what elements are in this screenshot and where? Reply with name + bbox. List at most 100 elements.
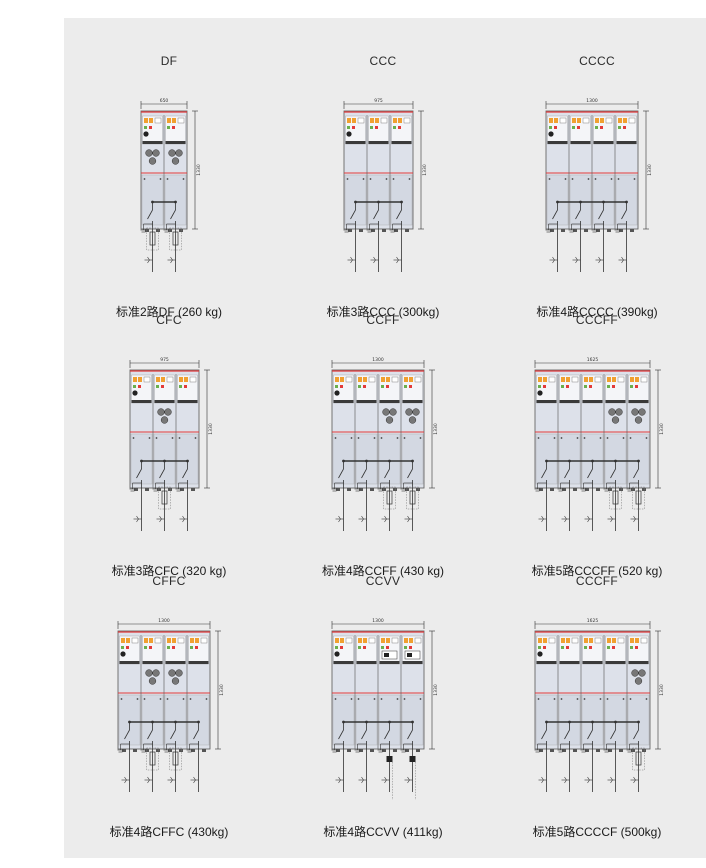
feeder-circuit — [534, 720, 548, 792]
door-screw-icon — [396, 437, 399, 439]
switch-blade-icon — [541, 468, 547, 479]
cabinet-front-view: 1300 1330 — [331, 618, 439, 752]
indicator-lamp-icon — [635, 638, 639, 643]
cabinet-module — [535, 635, 558, 752]
height-dimension: 1330 — [655, 369, 665, 489]
status-led-icon — [584, 385, 587, 388]
cabinet-foot-icon — [382, 749, 386, 752]
door-screw-icon — [548, 178, 551, 180]
unit-drawing: 1625 1330 — [534, 357, 665, 531]
control-strip — [547, 141, 568, 144]
meter-icon — [594, 637, 602, 644]
door-screw-icon — [610, 178, 613, 180]
door-screw-icon — [120, 698, 123, 700]
cable-termination-icon — [549, 256, 558, 264]
door-screw-icon — [205, 698, 208, 700]
indicator-lamp-icon — [538, 638, 542, 643]
door-screw-icon — [583, 437, 586, 439]
control-strip — [559, 400, 580, 403]
status-led-icon — [167, 126, 170, 129]
indicator-lamp-icon — [572, 118, 576, 123]
door-screw-icon — [583, 698, 586, 700]
status-led-icon — [133, 385, 136, 388]
door-screw-icon — [553, 698, 556, 700]
cabinet-foot-icon — [573, 488, 577, 491]
control-strip — [570, 141, 591, 144]
indicator-lamp-icon — [612, 377, 616, 382]
width-dimension-label: 1300 — [158, 618, 170, 624]
status-led-icon — [612, 385, 615, 388]
width-dimension-label: 975 — [374, 98, 383, 104]
control-strip — [119, 661, 140, 664]
feeder-circuit — [377, 720, 393, 800]
status-led-icon — [409, 646, 412, 649]
earth-switch-icon — [354, 743, 367, 753]
door-screw-icon — [403, 437, 406, 439]
width-dimension: 1300 — [545, 98, 639, 109]
meter-icon — [131, 637, 139, 644]
indicator-lamp-icon — [179, 377, 183, 382]
door-screw-icon — [629, 698, 632, 700]
indicator-lamp-icon — [347, 118, 351, 123]
cable-termination-icon — [404, 515, 413, 523]
cable-compartment-door — [569, 174, 592, 226]
unit-caption: 标准4路CCFF (430 kg) — [321, 564, 445, 578]
fuse-holder-icon — [611, 416, 620, 424]
status-led-icon — [340, 646, 343, 649]
height-dimension: 1330 — [418, 110, 428, 230]
door-screw-icon — [171, 437, 174, 439]
width-dimension: 975 — [343, 98, 414, 109]
indicator-lamp-icon — [121, 638, 125, 643]
status-led-icon — [156, 385, 159, 388]
meter-icon — [177, 117, 185, 124]
cable-termination-icon — [335, 515, 344, 523]
fuse-holder-icon — [171, 157, 180, 165]
fuse-holder-icon — [171, 677, 180, 685]
height-dimension: 1330 — [204, 369, 214, 489]
fuse-enclosure-icon — [632, 486, 645, 510]
indicator-lamp-icon — [566, 638, 570, 643]
cable-compartment-door — [627, 433, 650, 485]
door-screw-icon — [178, 437, 181, 439]
cable-compartment-door — [535, 433, 558, 485]
status-led-icon — [572, 126, 575, 129]
unit-caption: 标准5路CCCCF (500kg) — [532, 825, 662, 839]
switch-blade-icon — [338, 468, 344, 479]
fuse-icon — [161, 490, 168, 505]
meter-icon — [391, 376, 399, 383]
indicator-lamp-icon — [144, 118, 148, 123]
cabinet-foot-icon — [631, 749, 635, 752]
door-screw-icon — [362, 178, 365, 180]
indicator-lamp-icon — [409, 638, 413, 643]
switch-blade-icon — [170, 729, 176, 740]
feeder-circuit — [331, 459, 345, 531]
cable-compartment-door — [592, 174, 615, 226]
control-strip — [356, 400, 377, 403]
cable-termination-icon — [618, 256, 627, 264]
switch-blade-icon — [610, 468, 616, 479]
cabinet-module — [332, 374, 355, 491]
cabinet-module — [400, 635, 424, 752]
cabinet-front-view: 1300 1330 — [331, 357, 439, 491]
indicator-lamp-icon — [133, 377, 137, 382]
voltage-indicator-icon — [143, 131, 149, 137]
height-dimension-label: 1330 — [659, 423, 665, 435]
fuse-holder-icon — [152, 149, 160, 157]
single-line-diagram — [331, 459, 419, 531]
switch-blade-icon — [587, 729, 593, 740]
cabinet-foot-icon — [539, 749, 543, 752]
status-led-icon — [340, 385, 343, 388]
feeder-circuit — [343, 200, 357, 272]
voltage-indicator-icon — [334, 390, 340, 396]
cable-compartment-door — [401, 433, 424, 485]
control-strip — [391, 141, 412, 144]
door-screw-icon — [553, 437, 556, 439]
switch-blade-icon — [350, 209, 356, 220]
unit-caption: 标准4路CCCC (390kg) — [536, 305, 658, 319]
door-screw-icon — [385, 178, 388, 180]
cable-termination-icon — [381, 776, 390, 784]
switchgear-unit: CCC 975 1330 标准3路CCC (300kg) — [278, 54, 488, 319]
feeder-circuit — [557, 459, 571, 531]
fuse-icon — [386, 490, 393, 505]
indicator-lamp-icon — [340, 377, 344, 382]
